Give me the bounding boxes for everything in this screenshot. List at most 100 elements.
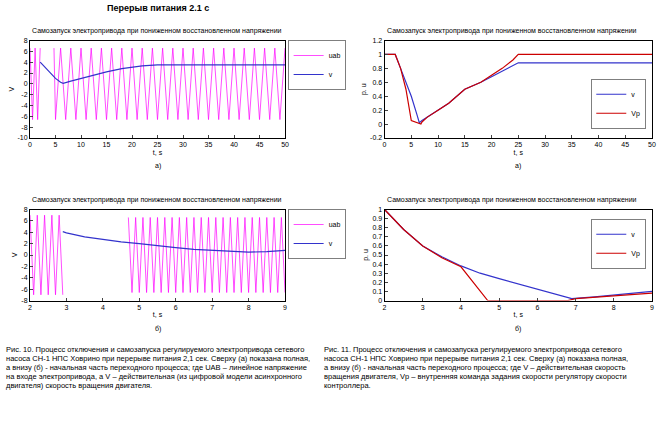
svg-text:0: 0: [28, 141, 32, 148]
svg-text:p. u: p. u: [360, 83, 368, 95]
svg-text:v: v: [329, 240, 333, 247]
svg-text:Самозапуск электропривода при: Самозапуск электропривода при пониженном…: [32, 27, 282, 35]
svg-text:0: 0: [378, 121, 382, 128]
svg-text:б): б): [155, 325, 161, 333]
svg-text:0.8: 0.8: [372, 65, 382, 72]
svg-text:-0.2: -0.2: [370, 134, 382, 141]
svg-text:2: 2: [383, 304, 387, 311]
svg-text:0.6: 0.6: [372, 242, 382, 249]
svg-text:40: 40: [595, 141, 603, 148]
svg-text:0.7: 0.7: [372, 233, 382, 240]
svg-text:8: 8: [612, 304, 616, 311]
svg-text:10: 10: [77, 141, 85, 148]
svg-text:p. u: p. u: [362, 249, 370, 261]
svg-text:10: 10: [434, 141, 442, 148]
svg-text:1: 1: [378, 206, 382, 213]
svg-text:Перерыв питания 2.1 с: Перерыв питания 2.1 с: [107, 3, 209, 13]
svg-text:V: V: [11, 252, 18, 257]
svg-text:0.2: 0.2: [372, 279, 382, 286]
svg-text:5: 5: [409, 141, 413, 148]
svg-text:4: 4: [459, 304, 463, 311]
svg-text:Самозапуск электропривода при: Самозапуск электропривода при пониженном…: [32, 196, 282, 204]
svg-text:0.5: 0.5: [372, 251, 382, 258]
svg-text:25: 25: [514, 141, 522, 148]
svg-text:15: 15: [103, 141, 111, 148]
svg-text:v: v: [631, 91, 635, 98]
svg-text:15: 15: [461, 141, 469, 148]
svg-text:0.4: 0.4: [372, 93, 382, 100]
svg-text:v: v: [631, 231, 635, 238]
svg-text:-4: -4: [21, 274, 27, 281]
svg-text:2: 2: [24, 240, 28, 247]
svg-text:0.4: 0.4: [372, 261, 382, 268]
svg-text:4: 4: [24, 59, 28, 66]
svg-text:6: 6: [535, 304, 539, 311]
svg-text:-2: -2: [21, 263, 27, 270]
svg-text:Vp: Vp: [631, 110, 640, 118]
svg-text:0.1: 0.1: [372, 288, 382, 295]
svg-text:5: 5: [54, 141, 58, 148]
svg-text:5: 5: [137, 304, 141, 311]
svg-text:25: 25: [154, 141, 162, 148]
svg-text:9: 9: [283, 304, 287, 311]
svg-text:uab: uab: [329, 52, 341, 59]
svg-text:3: 3: [64, 304, 68, 311]
svg-text:35: 35: [568, 141, 576, 148]
svg-text:0.6: 0.6: [372, 79, 382, 86]
svg-text:6: 6: [24, 217, 28, 224]
svg-text:35: 35: [205, 141, 213, 148]
svg-text:-8: -8: [21, 124, 27, 131]
svg-text:9: 9: [650, 304, 654, 311]
svg-text:4: 4: [24, 229, 28, 236]
svg-text:2: 2: [28, 304, 32, 311]
svg-text:-6: -6: [21, 286, 27, 293]
svg-text:0: 0: [383, 141, 387, 148]
svg-text:а): а): [515, 162, 521, 170]
svg-text:-8: -8: [21, 297, 27, 304]
svg-text:30: 30: [541, 141, 549, 148]
svg-text:а): а): [155, 162, 161, 170]
svg-text:-4: -4: [21, 102, 27, 109]
svg-text:40: 40: [230, 141, 238, 148]
svg-text:t, s: t, s: [153, 311, 163, 318]
svg-text:t, s: t, s: [153, 149, 163, 156]
svg-text:8: 8: [24, 206, 28, 213]
svg-text:45: 45: [256, 141, 264, 148]
svg-text:0.9: 0.9: [372, 215, 382, 222]
svg-text:4: 4: [101, 304, 105, 311]
svg-text:8: 8: [24, 37, 28, 44]
svg-text:0: 0: [24, 251, 28, 258]
svg-text:50: 50: [648, 141, 656, 148]
svg-text:v: v: [329, 71, 333, 78]
svg-text:V: V: [8, 87, 15, 92]
svg-text:30: 30: [179, 141, 187, 148]
svg-text:Самозапуск электропривода при: Самозапуск электропривода при пониженном…: [387, 27, 637, 35]
svg-text:Самозапуск электропривода при: Самозапуск электропривода при пониженном…: [387, 196, 637, 204]
svg-text:1: 1: [378, 51, 382, 58]
svg-text:б): б): [515, 325, 521, 333]
svg-text:-10: -10: [17, 134, 27, 141]
svg-text:6: 6: [24, 48, 28, 55]
svg-text:uab: uab: [329, 221, 341, 228]
svg-text:50: 50: [281, 141, 289, 148]
svg-text:1.2: 1.2: [372, 37, 382, 44]
svg-text:-6: -6: [21, 113, 27, 120]
svg-text:-2: -2: [21, 91, 27, 98]
svg-text:Vp: Vp: [631, 250, 640, 258]
svg-text:0.8: 0.8: [372, 224, 382, 231]
svg-text:7: 7: [210, 304, 214, 311]
svg-text:2: 2: [24, 69, 28, 76]
svg-text:20: 20: [128, 141, 136, 148]
svg-text:t, s: t, s: [514, 149, 524, 156]
svg-text:5: 5: [497, 304, 501, 311]
svg-text:8: 8: [247, 304, 251, 311]
svg-text:45: 45: [621, 141, 629, 148]
svg-text:t, s: t, s: [514, 311, 524, 318]
svg-text:6: 6: [174, 304, 178, 311]
svg-text:3: 3: [421, 304, 425, 311]
svg-text:7: 7: [574, 304, 578, 311]
svg-text:0: 0: [24, 80, 28, 87]
svg-text:20: 20: [488, 141, 496, 148]
svg-text:0: 0: [378, 297, 382, 304]
svg-text:0.2: 0.2: [372, 107, 382, 114]
